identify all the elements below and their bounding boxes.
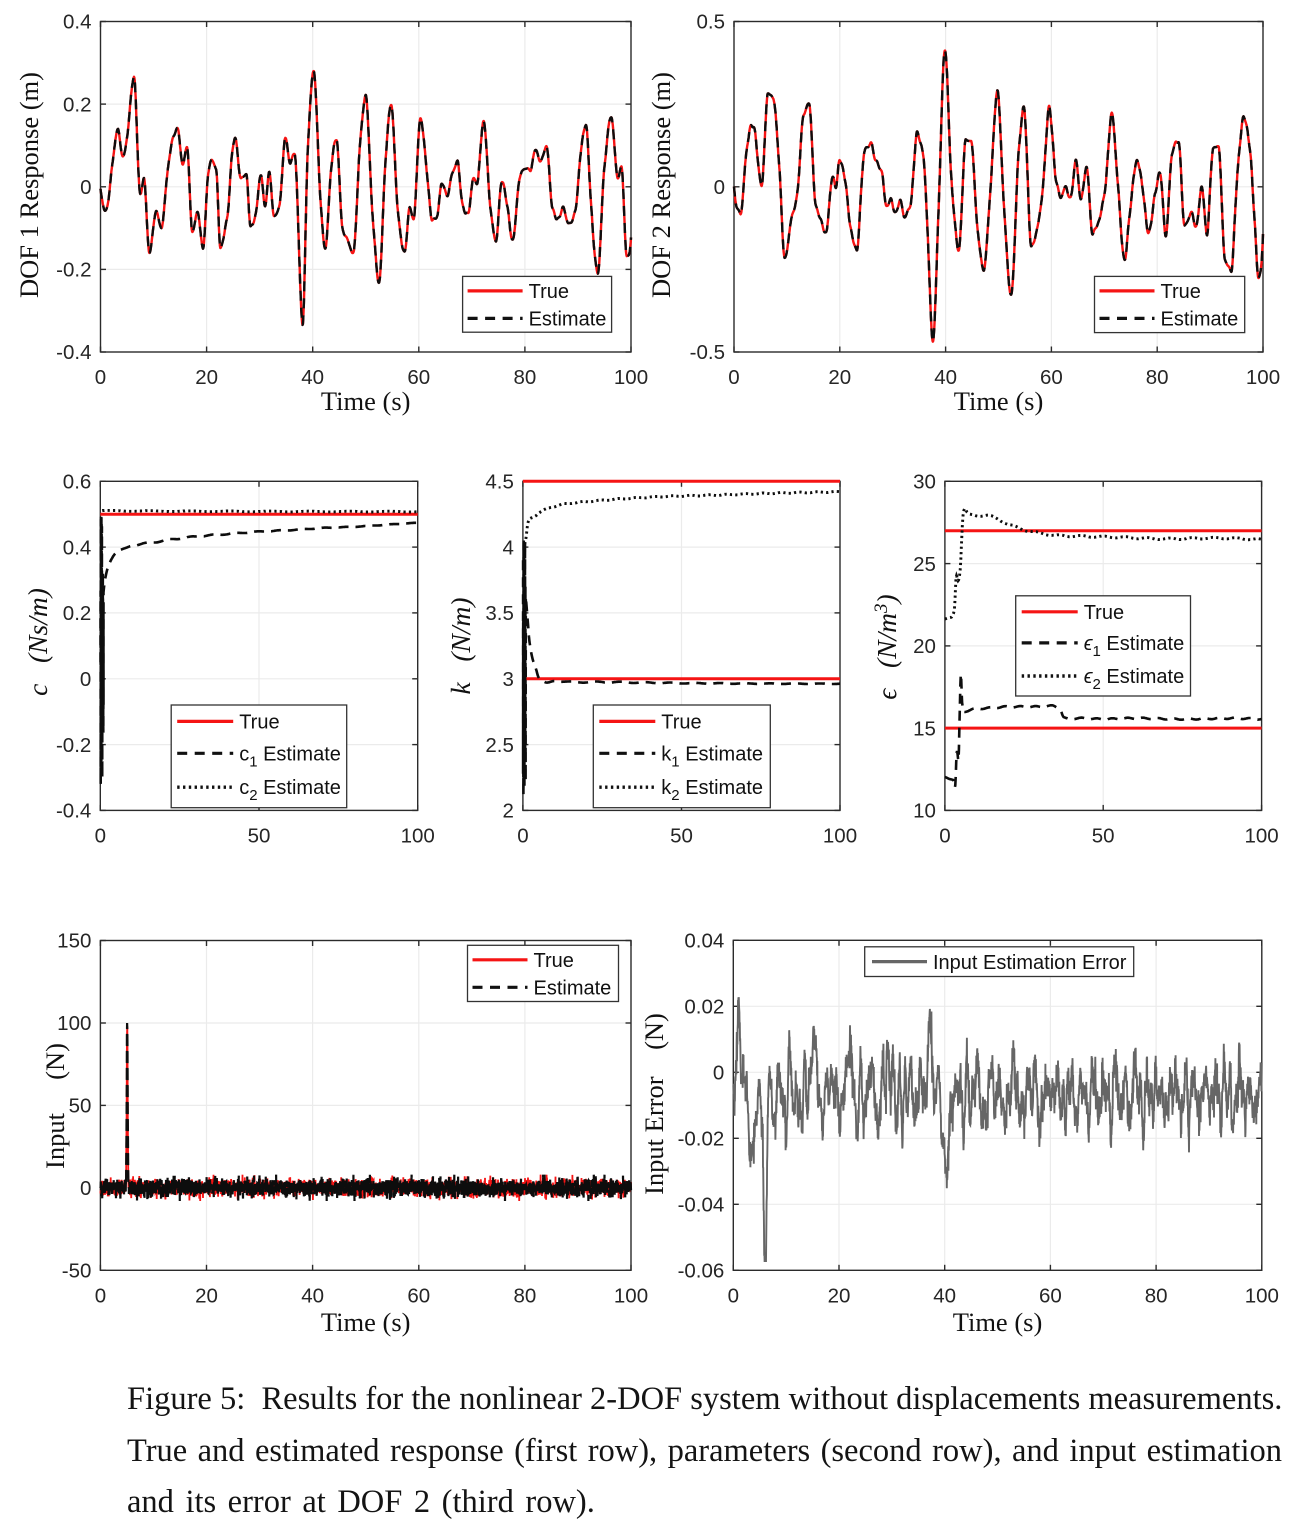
svg-text:Estimate: Estimate bbox=[534, 977, 612, 999]
svg-text:0.02: 0.02 bbox=[684, 996, 724, 1019]
svg-text:-0.06: -0.06 bbox=[678, 1260, 725, 1283]
svg-text:0.5: 0.5 bbox=[697, 11, 726, 34]
svg-text:0: 0 bbox=[80, 176, 91, 199]
svg-text:0.2: 0.2 bbox=[63, 93, 92, 116]
svg-text:4: 4 bbox=[502, 536, 513, 559]
svg-text:60: 60 bbox=[407, 1284, 430, 1307]
svg-text:10: 10 bbox=[913, 800, 936, 823]
svg-text:True: True bbox=[1161, 281, 1201, 303]
svg-text:Time (s): Time (s) bbox=[321, 1307, 411, 1337]
svg-text:100: 100 bbox=[614, 366, 648, 389]
svg-text:80: 80 bbox=[1146, 366, 1169, 389]
svg-text:-0.4: -0.4 bbox=[56, 800, 91, 823]
svg-text:ϵ1 Estimate: ϵ1 Estimate bbox=[1084, 633, 1185, 660]
svg-text:100: 100 bbox=[1245, 1284, 1279, 1307]
svg-text:Time (s): Time (s) bbox=[321, 386, 411, 416]
svg-text:0: 0 bbox=[80, 1177, 91, 1200]
svg-text:True: True bbox=[1084, 602, 1124, 624]
svg-text:80: 80 bbox=[513, 1284, 536, 1307]
svg-text:-0.5: -0.5 bbox=[690, 341, 725, 364]
svg-text:k1 Estimate: k1 Estimate bbox=[661, 743, 763, 770]
svg-text:100: 100 bbox=[614, 1284, 648, 1307]
svg-text:Time (s): Time (s) bbox=[953, 1307, 1043, 1337]
svg-text:100: 100 bbox=[401, 824, 435, 847]
svg-text:20: 20 bbox=[913, 635, 936, 658]
svg-text:15: 15 bbox=[913, 717, 936, 740]
svg-text:ϵ2 Estimate: ϵ2 Estimate bbox=[1084, 666, 1185, 693]
svg-text:100: 100 bbox=[57, 1012, 91, 1035]
svg-text:0: 0 bbox=[95, 1284, 106, 1307]
svg-text:60: 60 bbox=[407, 366, 430, 389]
svg-text:0: 0 bbox=[95, 824, 106, 847]
svg-text:0: 0 bbox=[728, 366, 739, 389]
svg-text:60: 60 bbox=[1040, 366, 1063, 389]
svg-text:0: 0 bbox=[728, 1284, 739, 1307]
svg-text:50: 50 bbox=[1092, 824, 1115, 847]
svg-text:c2 Estimate: c2 Estimate bbox=[239, 777, 341, 804]
svg-text:-0.02: -0.02 bbox=[678, 1128, 725, 1151]
svg-text:20: 20 bbox=[195, 1284, 218, 1307]
svg-text:0: 0 bbox=[714, 176, 725, 199]
svg-text:3: 3 bbox=[502, 668, 513, 691]
svg-text:k (N/m): k (N/m) bbox=[445, 598, 476, 695]
svg-text:Input Estimation Error: Input Estimation Error bbox=[933, 952, 1127, 974]
svg-text:ϵ (N/m3): ϵ (N/m3) bbox=[871, 594, 902, 699]
svg-text:100: 100 bbox=[823, 824, 857, 847]
svg-text:20: 20 bbox=[828, 1284, 851, 1307]
svg-text:3.5: 3.5 bbox=[485, 602, 514, 625]
svg-text:0.4: 0.4 bbox=[63, 536, 92, 559]
svg-text:DOF 1 Response (m): DOF 1 Response (m) bbox=[14, 72, 44, 298]
svg-text:True: True bbox=[239, 711, 279, 733]
svg-text:150: 150 bbox=[57, 930, 91, 953]
svg-text:20: 20 bbox=[828, 366, 851, 389]
svg-text:Estimate: Estimate bbox=[529, 308, 607, 330]
svg-text:0.2: 0.2 bbox=[63, 602, 92, 625]
svg-text:0: 0 bbox=[95, 366, 106, 389]
svg-text:0: 0 bbox=[80, 668, 91, 691]
svg-text:True: True bbox=[661, 711, 701, 733]
svg-text:-0.04: -0.04 bbox=[678, 1194, 725, 1217]
svg-text:c1 Estimate: c1 Estimate bbox=[239, 743, 341, 770]
svg-text:50: 50 bbox=[248, 824, 271, 847]
svg-text:100: 100 bbox=[1244, 824, 1278, 847]
svg-text:20: 20 bbox=[195, 366, 218, 389]
svg-text:True: True bbox=[529, 281, 569, 303]
svg-text:40: 40 bbox=[934, 366, 957, 389]
svg-text:2.5: 2.5 bbox=[485, 734, 514, 757]
svg-text:0.6: 0.6 bbox=[63, 471, 92, 494]
svg-text:True: True bbox=[534, 950, 574, 972]
svg-text:DOF 2 Response (m): DOF 2 Response (m) bbox=[646, 72, 676, 298]
svg-text:0: 0 bbox=[939, 824, 950, 847]
svg-text:k2 Estimate: k2 Estimate bbox=[661, 777, 763, 804]
svg-text:100: 100 bbox=[1246, 366, 1280, 389]
svg-text:30: 30 bbox=[913, 471, 936, 494]
svg-text:Estimate: Estimate bbox=[1161, 308, 1239, 330]
svg-text:40: 40 bbox=[933, 1284, 956, 1307]
svg-text:Input Error (N): Input Error (N) bbox=[639, 1013, 669, 1195]
svg-text:-50: -50 bbox=[62, 1260, 92, 1283]
svg-text:50: 50 bbox=[69, 1095, 92, 1118]
svg-text:4.5: 4.5 bbox=[485, 471, 514, 494]
svg-text:60: 60 bbox=[1039, 1284, 1062, 1307]
svg-text:2: 2 bbox=[502, 800, 513, 823]
svg-text:80: 80 bbox=[1145, 1284, 1168, 1307]
svg-text:Input (N): Input (N) bbox=[40, 1043, 70, 1169]
svg-text:-0.2: -0.2 bbox=[56, 734, 91, 757]
svg-text:-0.4: -0.4 bbox=[56, 341, 91, 364]
svg-text:0: 0 bbox=[713, 1062, 724, 1085]
svg-text:c (Ns/m): c (Ns/m) bbox=[22, 588, 53, 696]
svg-text:0: 0 bbox=[517, 824, 528, 847]
svg-text:25: 25 bbox=[913, 553, 936, 576]
svg-text:50: 50 bbox=[670, 824, 693, 847]
svg-text:-0.2: -0.2 bbox=[56, 259, 91, 282]
svg-text:40: 40 bbox=[301, 1284, 324, 1307]
svg-text:40: 40 bbox=[301, 366, 324, 389]
svg-text:80: 80 bbox=[513, 366, 536, 389]
svg-text:Time (s): Time (s) bbox=[954, 386, 1044, 416]
svg-text:0.4: 0.4 bbox=[63, 11, 92, 34]
svg-text:0.04: 0.04 bbox=[684, 930, 724, 953]
